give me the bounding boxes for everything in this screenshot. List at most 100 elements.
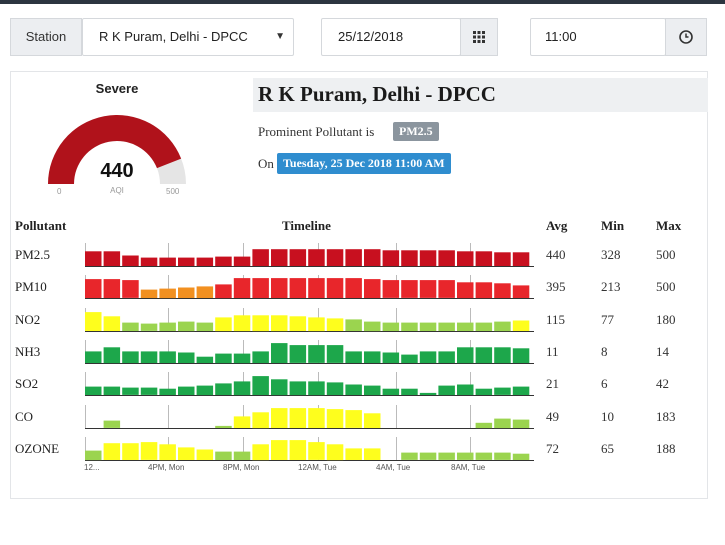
x-tick-label: 8AM, Tue bbox=[451, 463, 486, 472]
timeline-bar bbox=[345, 249, 362, 266]
date-input[interactable]: 25/12/2018 bbox=[321, 18, 461, 56]
timeline-bar bbox=[140, 257, 158, 266]
timeline-bar bbox=[512, 386, 530, 395]
timeline-bar bbox=[85, 251, 102, 266]
x-tick-label: 8PM, Mon bbox=[223, 463, 260, 472]
timeline-bar bbox=[289, 345, 307, 363]
clock-button[interactable] bbox=[665, 18, 707, 56]
gauge-max-label: 500 bbox=[166, 187, 180, 196]
timeline-bar bbox=[103, 386, 121, 395]
timeline-bar bbox=[140, 351, 158, 363]
timeline-bar bbox=[512, 453, 530, 460]
prominent-pollutant-badge: PM2.5 bbox=[393, 122, 439, 141]
timeline-bar bbox=[159, 257, 176, 266]
timeline-bar bbox=[308, 249, 325, 266]
timeline-bar bbox=[140, 289, 158, 298]
timeline-bar bbox=[457, 347, 474, 364]
timeline-bar bbox=[401, 322, 418, 331]
timeline-bar bbox=[252, 444, 269, 461]
timeline-bar bbox=[308, 278, 325, 298]
pollutant-avg: 115 bbox=[546, 312, 566, 327]
timeline-bar bbox=[85, 279, 102, 298]
pollutant-name: NH3 bbox=[15, 344, 41, 359]
calendar-button[interactable] bbox=[460, 18, 498, 56]
timeline-bar bbox=[326, 409, 344, 428]
timeline-bar bbox=[178, 352, 195, 363]
timeline-bar bbox=[438, 250, 455, 267]
timeline-bar bbox=[140, 323, 158, 331]
aqi-unit: AQI bbox=[110, 186, 124, 195]
pollutant-avg: 395 bbox=[546, 279, 566, 294]
timeline-bar bbox=[494, 252, 511, 266]
timeline-bar bbox=[271, 440, 288, 460]
pollutant-min: 65 bbox=[601, 441, 614, 456]
timeline-bar bbox=[364, 351, 381, 363]
timeline-bar bbox=[308, 442, 325, 460]
timeline-bar bbox=[215, 353, 232, 364]
timeline-bar bbox=[122, 255, 139, 266]
x-tick-label: 12AM, Tue bbox=[298, 463, 337, 472]
timeline-bar bbox=[494, 321, 511, 332]
timeline-bar bbox=[364, 413, 381, 428]
pollutant-name: PM10 bbox=[15, 279, 47, 294]
timeline-bar bbox=[494, 418, 511, 429]
timeline-bar bbox=[178, 287, 195, 298]
timeline-bar bbox=[252, 278, 269, 298]
timeline-bar bbox=[382, 250, 400, 267]
timeline-bar bbox=[215, 256, 232, 267]
timeline-bar bbox=[122, 322, 139, 331]
timeline-bar bbox=[289, 408, 307, 428]
timeline-bar bbox=[308, 408, 325, 428]
timeline-bar bbox=[364, 385, 381, 396]
pollutant-name: OZONE bbox=[15, 441, 60, 456]
aqi-value: 440 bbox=[100, 160, 134, 182]
pollutant-min: 213 bbox=[601, 279, 621, 294]
timeline-bar bbox=[401, 388, 418, 395]
timeline-bar bbox=[233, 353, 251, 364]
timeline-bar bbox=[326, 444, 344, 461]
timeline-bar bbox=[103, 316, 121, 331]
timeline-bar bbox=[401, 452, 418, 460]
station-header bbox=[253, 78, 708, 112]
pollutant-max: 42 bbox=[656, 376, 669, 391]
timeline-bar bbox=[196, 356, 214, 363]
timeline-bar bbox=[252, 315, 269, 332]
timeline-bar bbox=[122, 443, 139, 460]
pollutant-name: CO bbox=[15, 409, 34, 424]
timeline-bar bbox=[178, 386, 195, 395]
pollutant-min: 8 bbox=[601, 344, 608, 359]
station-title: R K Puram, Delhi - DPCC bbox=[258, 82, 496, 106]
timeline-bar bbox=[326, 345, 344, 363]
x-tick-label: 4AM, Tue bbox=[376, 463, 411, 472]
timeline-bar bbox=[178, 321, 195, 332]
timeline-bar bbox=[103, 251, 121, 266]
timeline-bar bbox=[419, 392, 437, 395]
pollutant-name: SO2 bbox=[15, 376, 39, 391]
chevron-down-icon: ▼ bbox=[275, 31, 285, 42]
timeline-bar bbox=[494, 452, 511, 460]
timeline-bar bbox=[512, 320, 530, 331]
header-pollutant: Pollutant bbox=[15, 218, 67, 233]
header-max: Max bbox=[656, 218, 682, 233]
timeline-bar bbox=[233, 416, 251, 428]
timeline-bar bbox=[308, 345, 325, 363]
time-input[interactable]: 11:00 bbox=[530, 18, 666, 56]
timeline-bar bbox=[419, 250, 437, 267]
timeline-bar bbox=[345, 278, 362, 298]
timeline-bar bbox=[159, 388, 176, 395]
station-select[interactable]: R K Puram, Delhi - DPCC ▼ bbox=[82, 18, 294, 56]
timeline-bar bbox=[326, 318, 344, 331]
header-timeline: Timeline bbox=[282, 218, 331, 233]
pollutant-max: 180 bbox=[656, 312, 676, 327]
timeline-bar bbox=[271, 408, 288, 428]
timeline-bar bbox=[252, 412, 269, 429]
timeline-bar bbox=[475, 347, 493, 364]
timeline-bar bbox=[419, 322, 437, 331]
gauge-min-label: 0 bbox=[57, 187, 62, 196]
pollutant-max: 500 bbox=[656, 279, 676, 294]
timeline-bar bbox=[271, 249, 288, 266]
timeline-bar bbox=[178, 447, 195, 460]
timeline-bar bbox=[289, 316, 307, 331]
timeline-bar bbox=[122, 387, 139, 395]
timeline-bar bbox=[103, 347, 121, 364]
